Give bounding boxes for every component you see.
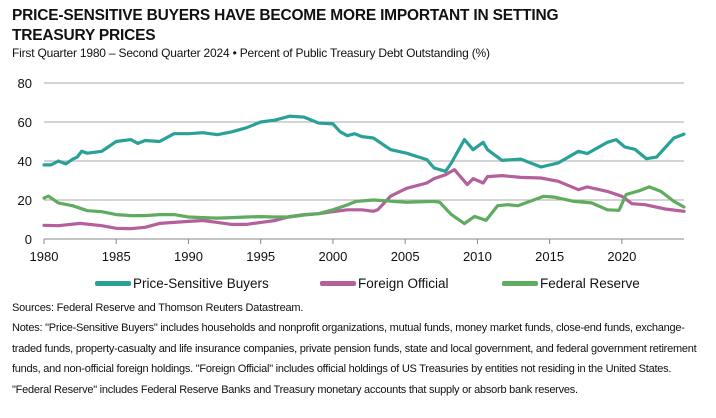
legend-item-price-sensitive: Price-Sensitive Buyers <box>95 276 269 291</box>
line-chart: 0 20 40 60 80 1980 1985 1990 1995 2000 2005 2010 201… <box>18 76 686 264</box>
x-tick-label: 2010 <box>463 249 492 264</box>
x-tick-label: 2020 <box>607 249 636 264</box>
x-tick-label: 2000 <box>318 249 347 264</box>
x-tick-label: 1995 <box>246 249 275 264</box>
legend-item-federal-reserve: Federal Reserve <box>502 276 640 291</box>
chart-subtitle: First Quarter 1980 – Second Quarter 2024… <box>12 46 490 60</box>
x-tick-label: 1985 <box>102 249 131 264</box>
legend-label: Foreign Official <box>358 276 449 291</box>
x-tick-label: 1980 <box>30 249 59 264</box>
y-tick-label: 20 <box>18 193 32 208</box>
sources-text: Sources: Federal Reserve and Thomson Reu… <box>12 302 304 314</box>
series-line-price-sensitive-buyers <box>42 114 686 173</box>
legend-label: Federal Reserve <box>540 276 640 291</box>
legend-swatch <box>95 281 131 286</box>
y-tick-label: 60 <box>18 115 32 130</box>
y-tick-label: 0 <box>25 232 32 247</box>
notes-text: Notes: "Price-Sensitive Buyers" includes… <box>12 322 697 396</box>
legend-label: Price-Sensitive Buyers <box>133 276 269 291</box>
x-tick-label: 1990 <box>174 249 203 264</box>
y-tick-label: 40 <box>18 154 32 169</box>
legend-swatch <box>320 281 356 286</box>
series-line-federal-reserve <box>42 185 686 226</box>
chart-title: PRICE-SENSITIVE BUYERS HAVE BECOME MORE … <box>12 7 559 44</box>
legend-swatch <box>502 281 538 286</box>
series-line-foreign-official <box>42 168 686 231</box>
y-tick-label: 80 <box>18 76 32 91</box>
x-tick-label: 2015 <box>535 249 564 264</box>
x-tick-label: 2005 <box>391 249 420 264</box>
legend-item-foreign-official: Foreign Official <box>320 276 449 291</box>
